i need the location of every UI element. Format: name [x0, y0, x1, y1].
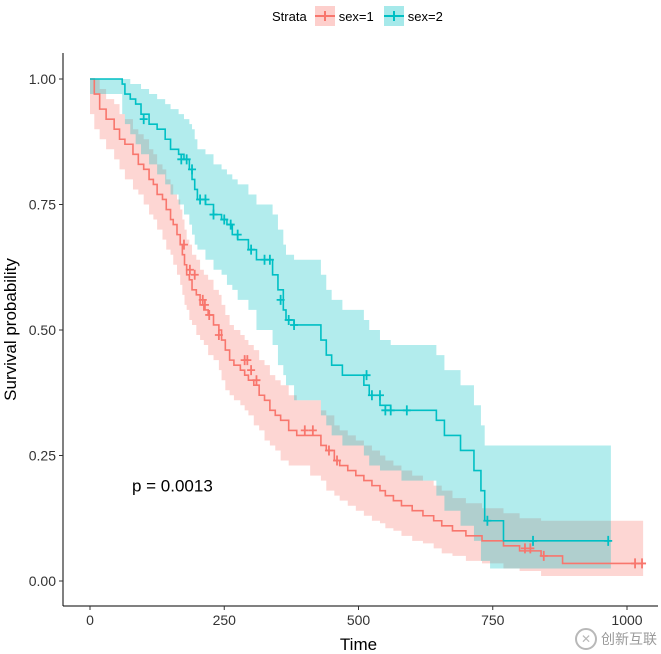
p-value-annotation: p = 0.0013	[132, 477, 213, 496]
censor-mark-sex2	[367, 390, 376, 401]
censor-mark-sex1	[308, 425, 317, 436]
censor-mark-sex1	[638, 558, 647, 569]
legend-item-sex1[interactable]: sex=1	[314, 6, 374, 26]
censor-mark-sex2	[284, 314, 293, 325]
censor-mark-sex2	[247, 244, 256, 255]
legend-item-sex2[interactable]: sex=2	[383, 6, 443, 26]
watermark-text: 创新互联	[601, 631, 657, 647]
censor-mark-sex1	[200, 299, 209, 310]
x-axis-label: Time	[340, 635, 377, 654]
censor-mark-sex2	[209, 209, 218, 220]
legend-swatch-sex1	[314, 6, 335, 26]
y-tick-label: 0.75	[29, 197, 56, 213]
ci-band-sex2	[90, 79, 611, 569]
censor-mark-sex1	[243, 355, 252, 366]
censor-mark-sex2	[201, 194, 210, 205]
y-axis-label: Survival probability	[1, 258, 20, 401]
censor-mark-sex1	[205, 309, 214, 320]
y-tick-label: 0.00	[29, 573, 56, 589]
censor-mark-sex1	[198, 294, 207, 305]
censor-mark-sex2	[226, 219, 235, 230]
legend-label-sex2: sex=2	[407, 8, 443, 24]
x-tick-label: 250	[213, 612, 237, 628]
censor-mark-sex2	[265, 254, 274, 265]
y-tick-label: 0.25	[29, 448, 56, 464]
legend: Strata sex=1 sex=2	[272, 6, 453, 26]
censor-mark-sex2	[233, 229, 242, 240]
censor-mark-sex1	[539, 550, 548, 561]
censor-marks	[139, 114, 647, 569]
censor-mark-sex2	[139, 114, 148, 125]
watermark-logo-icon: ✕	[575, 628, 597, 650]
censor-mark-sex2	[220, 214, 229, 225]
x-tick-label: 500	[347, 612, 371, 628]
x-tick-label: 750	[481, 612, 505, 628]
censor-mark-sex2	[276, 294, 285, 305]
censor-mark-sex1	[631, 558, 640, 569]
censor-mark-sex2	[188, 164, 197, 175]
censor-mark-sex2	[604, 535, 613, 546]
censor-mark-sex1	[526, 543, 535, 554]
axes: 0 250 500 750 1000 0.00 0.25 0.50 0.75 1.00	[29, 53, 658, 628]
legend-swatch-sex2	[383, 6, 404, 26]
watermark: ✕ 创新互联	[575, 628, 657, 650]
x-tick-label: 0	[86, 612, 94, 628]
confidence-bands	[90, 79, 644, 576]
censor-mark-sex2	[529, 535, 538, 546]
censor-mark-sex1	[179, 239, 188, 250]
censor-mark-sex1	[214, 330, 223, 341]
y-tick-label: 1.00	[29, 71, 56, 87]
censor-mark-sex2	[290, 319, 299, 330]
legend-label-sex1: sex=1	[338, 8, 374, 24]
censor-mark-sex2	[182, 154, 191, 165]
censor-mark-sex2	[402, 405, 411, 416]
censor-mark-sex2	[362, 370, 371, 381]
censor-mark-sex1	[252, 375, 261, 386]
censor-mark-sex2	[375, 390, 384, 401]
x-tick-label: 1000	[611, 612, 642, 628]
censor-mark-sex1	[300, 425, 309, 436]
ci-band-sex1	[90, 79, 644, 576]
censor-mark-sex1	[333, 455, 342, 466]
censor-mark-sex1	[185, 264, 194, 275]
survival-curve-sex1	[90, 78, 644, 565]
censor-mark-sex2	[386, 405, 395, 416]
censor-mark-sex2	[483, 515, 492, 526]
censor-mark-sex1	[324, 445, 333, 456]
legend-title: Strata	[272, 8, 307, 24]
y-tick-label: 0.50	[29, 322, 56, 338]
censor-mark-sex1	[247, 365, 256, 376]
censor-mark-sex1	[190, 269, 199, 280]
